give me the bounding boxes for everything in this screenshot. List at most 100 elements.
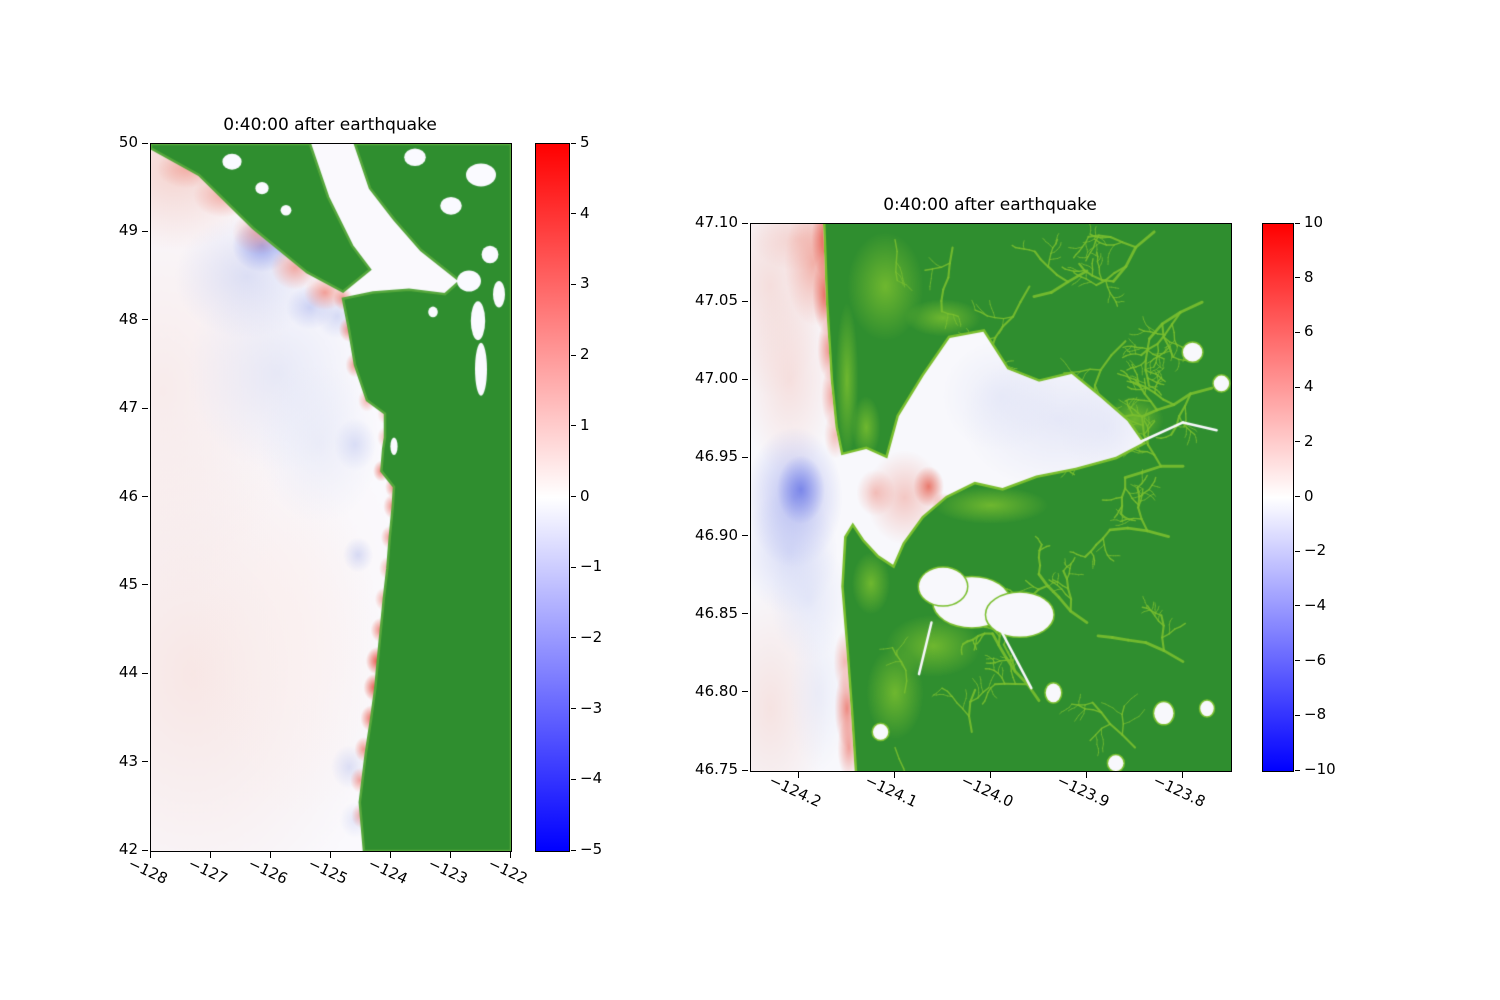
y-tick-label: 47 <box>118 398 138 417</box>
y-tick-mark <box>142 761 148 763</box>
colorbar-tick-label: −4 <box>580 769 603 788</box>
colorbar-tick-mark <box>571 142 576 144</box>
colorbar-tick-mark <box>1295 769 1300 771</box>
x-tick-label: −123.9 <box>1054 771 1113 811</box>
x-tick-label: −127 <box>185 854 231 888</box>
colorbar-tick-label: −4 <box>1304 595 1327 614</box>
colorbar-tick-label: −3 <box>580 698 603 717</box>
y-tick-label: 47.05 <box>695 291 738 310</box>
x-tick-label: −123.8 <box>1150 771 1209 811</box>
colorbar-tick-mark <box>571 213 576 215</box>
colorbar-tick-mark <box>571 496 576 497</box>
y-tick-mark <box>142 496 148 497</box>
x-tick-label: −128 <box>125 854 171 888</box>
colorbar-tick-label: 0 <box>1304 486 1314 505</box>
x-tick-mark <box>509 852 511 858</box>
y-tick-label: 43 <box>118 751 138 770</box>
colorbar-tick-mark <box>571 425 576 427</box>
x-tick-mark <box>1181 772 1183 778</box>
colorbar-tick-label: 8 <box>1304 267 1314 286</box>
colorbar-tick-label: 2 <box>580 345 590 364</box>
x-tick-label: −126 <box>245 854 291 888</box>
overview-plot-title: 0:40:00 after earthquake <box>223 115 437 135</box>
colorbar-tick-label: −5 <box>580 840 603 858</box>
y-tick-label: 46.80 <box>695 681 738 700</box>
colorbar-tick-label: 2 <box>1304 431 1314 450</box>
colorbar-tick-mark <box>1295 386 1300 388</box>
x-tick-mark <box>797 772 799 778</box>
colorbar-tick-label: 3 <box>580 274 590 293</box>
y-tick-mark <box>142 142 148 144</box>
y-tick-mark <box>142 672 148 674</box>
x-tick-mark <box>989 772 991 778</box>
colorbar-tick-mark <box>1295 331 1300 333</box>
y-tick-label: 50 <box>118 133 138 151</box>
y-tick-label: 46.85 <box>695 603 738 622</box>
colorbar-tick-mark <box>571 778 576 780</box>
y-tick-mark <box>742 378 748 380</box>
colorbar-tick-label: −6 <box>1304 650 1327 669</box>
colorbar-tick-mark <box>1295 222 1300 224</box>
colorbar-tick-label: 4 <box>1304 377 1314 396</box>
colorbar-tick-mark <box>1295 660 1300 662</box>
y-tick-mark <box>142 849 148 851</box>
y-tick-mark <box>142 407 148 409</box>
colorbar-tick-mark <box>1295 550 1300 552</box>
x-tick-mark <box>269 852 271 858</box>
colorbar-tick-label: 0 <box>580 486 590 505</box>
y-tick-mark <box>742 300 748 302</box>
y-tick-mark <box>142 230 148 232</box>
y-tick-label: 48 <box>118 309 138 328</box>
colorbar-tick-label: −2 <box>1304 541 1327 560</box>
x-tick-mark <box>389 852 391 858</box>
detail-plot-title: 0:40:00 after earthquake <box>883 195 1097 215</box>
x-tick-label: −122 <box>485 854 531 888</box>
x-tick-mark <box>449 852 451 858</box>
x-tick-label: −125 <box>305 854 351 888</box>
x-tick-label: −123 <box>425 854 471 888</box>
y-tick-mark <box>742 222 748 224</box>
colorbar-tick-label: 1 <box>580 415 590 434</box>
colorbar-tick-label: −10 <box>1304 760 1336 778</box>
colorbar-tick-label: 5 <box>580 133 590 151</box>
x-tick-mark <box>149 852 151 858</box>
y-tick-label: 47.00 <box>695 369 738 388</box>
colorbar-tick-mark <box>1295 605 1300 607</box>
y-tick-label: 42 <box>118 840 138 858</box>
x-tick-mark <box>893 772 895 778</box>
y-tick-mark <box>142 584 148 586</box>
y-tick-label: 46 <box>118 486 138 505</box>
overview-colorbar <box>535 143 570 852</box>
colorbar-tick-mark <box>571 283 576 285</box>
x-tick-label: −124.0 <box>958 771 1017 811</box>
overview-map-canvas <box>150 143 512 852</box>
colorbar-tick-label: −8 <box>1304 705 1327 724</box>
y-tick-mark <box>742 691 748 693</box>
detail-colorbar <box>1262 223 1294 772</box>
colorbar-tick-label: −2 <box>580 627 603 646</box>
x-tick-label: −124.1 <box>862 771 921 811</box>
y-tick-mark <box>742 613 748 615</box>
x-tick-mark <box>329 852 331 858</box>
colorbar-tick-mark <box>571 566 576 568</box>
y-tick-label: 47.10 <box>695 213 738 231</box>
x-tick-label: −124 <box>365 854 411 888</box>
colorbar-tick-mark <box>571 637 576 639</box>
colorbar-tick-label: 4 <box>580 203 590 222</box>
y-tick-label: 45 <box>118 574 138 593</box>
y-tick-label: 44 <box>118 663 138 682</box>
y-tick-mark <box>742 456 748 458</box>
detail-map-canvas <box>750 223 1232 772</box>
colorbar-tick-label: 10 <box>1304 213 1324 231</box>
x-tick-mark <box>1085 772 1087 778</box>
y-tick-label: 46.95 <box>695 447 738 466</box>
colorbar-tick-label: −1 <box>580 557 603 576</box>
colorbar-tick-mark <box>1295 441 1300 443</box>
x-tick-mark <box>209 852 211 858</box>
y-tick-mark <box>742 535 748 537</box>
colorbar-tick-mark <box>1295 496 1300 497</box>
colorbar-tick-mark <box>1295 277 1300 279</box>
colorbar-tick-label: 6 <box>1304 322 1314 341</box>
y-tick-mark <box>742 769 748 771</box>
colorbar-tick-mark <box>1295 714 1300 716</box>
